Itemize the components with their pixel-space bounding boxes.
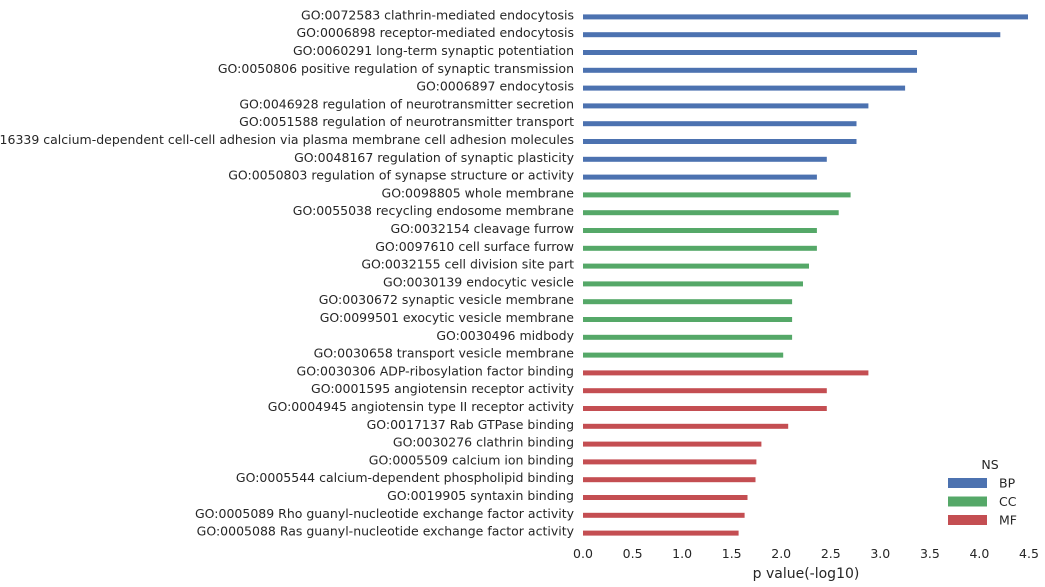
- bar-bp: [583, 174, 817, 180]
- bar-mf: [583, 388, 827, 394]
- bar-bp: [583, 121, 857, 127]
- bar-cc: [583, 245, 817, 251]
- category-label: GO:0017137 Rab GTPase binding: [367, 417, 574, 432]
- category-label: GO:0072583 clathrin-mediated endocytosis: [301, 7, 574, 22]
- x-tick-label: 3.5: [920, 546, 940, 561]
- x-tick-label: 1.5: [722, 546, 742, 561]
- bar-mf: [583, 477, 756, 483]
- bar-bp: [583, 14, 1028, 20]
- bar-bp: [583, 156, 827, 162]
- legend-swatch-bp: [948, 478, 987, 488]
- category-label: GO:0046928 regulation of neurotransmitte…: [239, 96, 574, 111]
- category-label: GO:0097610 cell surface furrow: [375, 239, 574, 254]
- category-label: GO:0030672 synaptic vesicle membrane: [319, 292, 575, 307]
- x-tick-label: 4.5: [1019, 546, 1039, 561]
- category-label: GO:0006898 receptor-mediated endocytosis: [296, 25, 574, 40]
- bar-cc: [583, 281, 803, 287]
- bar-mf: [583, 423, 789, 429]
- category-label: GO:0098805 whole membrane: [382, 185, 575, 200]
- legend-label-cc: CC: [999, 494, 1017, 509]
- x-tick-label: 3.0: [870, 546, 890, 561]
- bar-mf: [583, 530, 739, 536]
- bar-cc: [583, 263, 809, 269]
- x-tick-label: 0.5: [623, 546, 643, 561]
- category-label: GO:0004945 angiotensin type II receptor …: [268, 399, 575, 414]
- bar-bp: [583, 85, 906, 91]
- category-label: GO:0006897 endocytosis: [416, 79, 574, 94]
- category-label: GO:0030139 endocytic vesicle: [383, 274, 574, 289]
- legend-title: NS: [981, 457, 998, 472]
- category-label: GO:0005509 calcium ion binding: [369, 452, 574, 467]
- bar-mf: [583, 495, 748, 500]
- bar-cc: [583, 228, 817, 233]
- bar-mf: [583, 512, 745, 518]
- bar-bp: [583, 103, 869, 109]
- category-label: GO:0051588 regulation of neurotransmitte…: [239, 114, 574, 129]
- category-label: GO:0005544 calcium-dependent phospholipi…: [236, 470, 574, 485]
- bar-cc: [583, 192, 851, 198]
- x-tick-label: 0.0: [573, 546, 593, 561]
- x-tick-label: 1.0: [672, 546, 692, 561]
- category-label: GO:0030658 transport vesicle membrane: [314, 346, 575, 361]
- category-label: GO:0050806 positive regulation of synapt…: [218, 61, 574, 76]
- category-label: GO:0005088 Ras guanyl-nucleotide exchang…: [197, 524, 575, 539]
- bar-cc: [583, 317, 793, 322]
- legend-label-bp: BP: [999, 476, 1016, 491]
- bar-bp: [583, 50, 917, 55]
- category-label: GO:0060291 long-term synaptic potentiati…: [293, 43, 574, 58]
- category-label: GO:0032154 cleavage furrow: [391, 221, 575, 236]
- category-label: GO:0048167 regulation of synaptic plasti…: [294, 150, 574, 165]
- category-label: GO:0099501 exocytic vesicle membrane: [320, 310, 575, 325]
- category-labels: GO:0072583 clathrin-mediated endocytosis…: [0, 7, 575, 538]
- x-axis-ticks: 0.0 0.5 1.0 1.5 2.0 2.5 3.0 3.5 4.0 4.5: [573, 546, 1039, 561]
- category-label: GO:0030306 ADP-ribosylation factor bindi…: [297, 363, 574, 378]
- category-label: GO:0032155 cell division site part: [361, 257, 574, 272]
- legend-swatch-mf: [948, 515, 987, 525]
- bar-bp: [583, 67, 917, 73]
- category-label: GO:0001595 angiotensin receptor activity: [311, 381, 575, 396]
- x-axis-title: p value(-log10): [753, 566, 860, 582]
- bar-mf: [583, 459, 757, 465]
- bar-mf: [583, 406, 827, 411]
- bar-cc: [583, 210, 839, 216]
- category-label: GO:0030496 midbody: [436, 328, 574, 343]
- category-label: GO:0030276 clathrin binding: [393, 435, 574, 450]
- bar-bp: [583, 139, 857, 144]
- x-tick-label: 4.0: [969, 546, 989, 561]
- bars-group: [583, 14, 1028, 536]
- category-label: GO:0050803 regulation of synapse structu…: [228, 168, 574, 183]
- bar-cc: [583, 334, 793, 340]
- bar-cc: [583, 299, 793, 305]
- legend-label-mf: MF: [999, 513, 1017, 528]
- bar-mf: [583, 370, 869, 376]
- category-label: GO:0016339 calcium-dependent cell-cell a…: [0, 132, 574, 147]
- x-tick-label: 2.0: [771, 546, 791, 561]
- bar-bp: [583, 32, 1001, 38]
- legend-swatch-cc: [948, 496, 987, 507]
- category-label: GO:0005089 Rho guanyl-nucleotide exchang…: [195, 506, 575, 521]
- bar-mf: [583, 441, 762, 447]
- category-label: GO:0055038 recycling endosome membrane: [293, 203, 575, 218]
- category-label: GO:0019905 syntaxin binding: [387, 488, 574, 503]
- bar-cc: [583, 352, 784, 358]
- legend: NS BP CC MF: [948, 457, 1017, 528]
- x-tick-label: 2.5: [821, 546, 841, 561]
